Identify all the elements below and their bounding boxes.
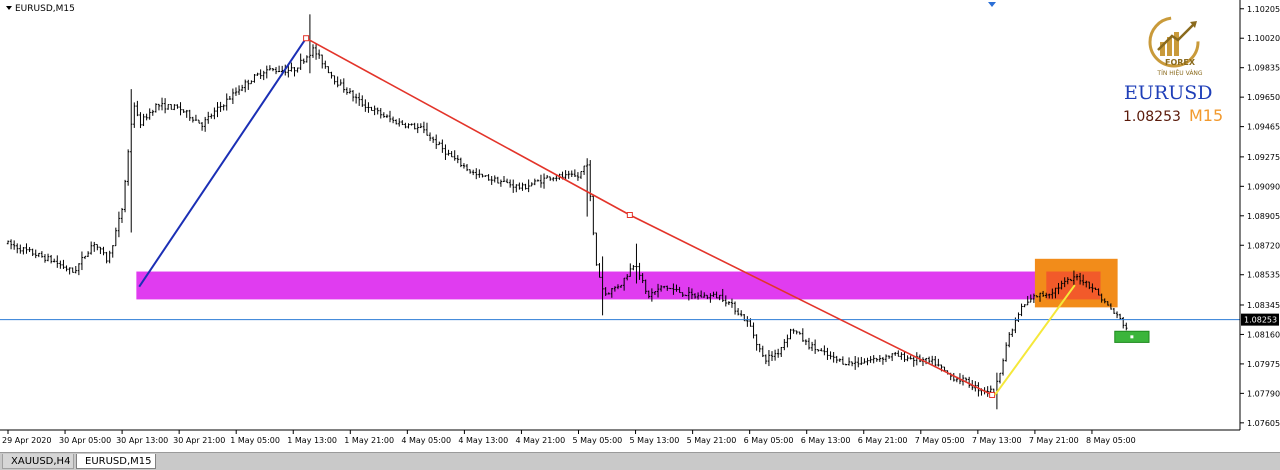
y-tick-label: 1.08345 <box>1247 301 1280 310</box>
x-tick-label: 29 Apr 2020 <box>2 436 51 445</box>
chart-tabs-bar: XAUUSD,H4 EURUSD,M15 <box>0 452 1280 470</box>
trendline-up-yellow[interactable] <box>994 284 1076 396</box>
y-tick-label: 1.08720 <box>1247 241 1280 250</box>
candle-series <box>6 14 1128 410</box>
x-tick-label: 30 Apr 13:00 <box>116 436 168 445</box>
x-tick-label: 1 May 05:00 <box>230 436 280 445</box>
logo-text: FOREX <box>1165 58 1196 67</box>
y-tick-label: 1.09650 <box>1247 93 1280 102</box>
tab-xauusd-h4[interactable]: XAUUSD,H4 <box>2 454 74 469</box>
y-tick-label: 1.10205 <box>1247 5 1280 14</box>
chart-symbol-title: EURUSD,M15 <box>15 4 75 14</box>
trendline-up-blue[interactable] <box>138 37 307 288</box>
trendline-down-red[interactable] <box>305 37 631 216</box>
chart-background <box>0 0 1280 452</box>
y-tick-label: 1.09465 <box>1247 123 1280 132</box>
target-zone-handle[interactable] <box>1130 335 1134 339</box>
y-tick-label: 1.07790 <box>1247 389 1280 398</box>
chevron-down-icon[interactable] <box>6 6 12 10</box>
y-tick-label: 1.09090 <box>1247 182 1280 191</box>
y-tick-label: 1.07605 <box>1247 419 1280 428</box>
x-tick-label: 8 May 05:00 <box>1086 436 1136 445</box>
x-tick-label: 5 May 05:00 <box>573 436 623 445</box>
x-tick-label: 6 May 21:00 <box>858 436 908 445</box>
current-price-tag <box>1241 313 1279 326</box>
x-tick-label: 1 May 13:00 <box>287 436 337 445</box>
price-chart[interactable]: 1.10205 1.10020 1.09835 1.09650 1.09465 1.092… <box>0 0 1280 452</box>
x-tick-label: 30 Apr 21:00 <box>173 436 225 445</box>
trendline-anchor[interactable] <box>989 391 996 398</box>
x-tick-label: 7 May 05:00 <box>915 436 965 445</box>
y-tick-label: 1.10020 <box>1247 34 1280 43</box>
forex-logo-icon: FOREX <box>1148 16 1200 68</box>
overlay-symbol: EURUSD <box>1124 82 1213 104</box>
support-zone[interactable] <box>136 271 1110 300</box>
x-tick-label: 4 May 05:00 <box>401 436 451 445</box>
x-tick-label: 6 May 13:00 <box>801 436 851 445</box>
x-tick-label: 4 May 13:00 <box>458 436 508 445</box>
y-tick-label: 1.09835 <box>1247 64 1280 73</box>
x-tick-label: 5 May 13:00 <box>630 436 680 445</box>
overlay-price: 1.08253 <box>1123 109 1181 125</box>
x-tick-label: 5 May 21:00 <box>687 436 737 445</box>
y-tick-label: 1.08160 <box>1247 330 1280 339</box>
x-tick-label: 7 May 21:00 <box>1029 436 1079 445</box>
trendline-anchor[interactable] <box>626 212 633 218</box>
y-tick-label: 1.09275 <box>1247 153 1280 162</box>
tab-eurusd-m15[interactable]: EURUSD,M15 <box>76 454 156 469</box>
x-tick-label: 1 May 21:00 <box>344 436 394 445</box>
x-tick-label: 4 May 21:00 <box>515 436 565 445</box>
y-tick-label: 1.08535 <box>1247 271 1280 280</box>
period-separator-marker-icon <box>988 2 996 7</box>
trendline-anchor[interactable] <box>303 35 310 42</box>
y-tick-label: 1.07975 <box>1247 360 1280 369</box>
overlay-timeframe: M15 <box>1189 106 1224 125</box>
x-tick-label: 7 May 13:00 <box>972 436 1022 445</box>
logo-caption: TÍN HIỆU VÀNG <box>1157 70 1203 77</box>
x-tick-label: 6 May 05:00 <box>744 436 794 445</box>
trendline-down-red[interactable] <box>629 214 993 396</box>
y-tick-label: 1.08905 <box>1247 212 1280 221</box>
current-price-tag-label: 1.08253 <box>1244 316 1277 325</box>
x-tick-label: 30 Apr 05:00 <box>59 436 111 445</box>
